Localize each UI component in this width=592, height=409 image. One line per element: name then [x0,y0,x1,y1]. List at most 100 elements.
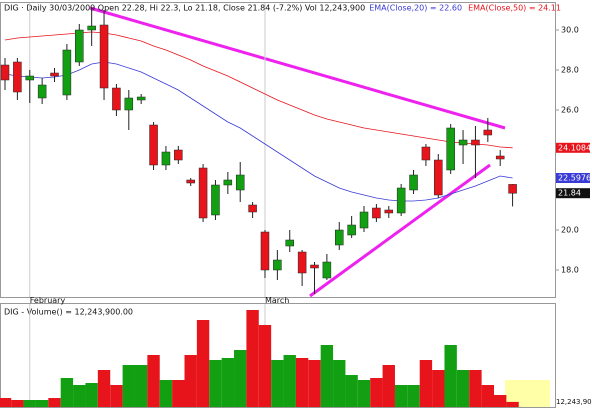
volume-bar [159,380,173,407]
candle-body [75,29,84,63]
legend-entry: EMA(Close,20) = 22.60 [369,4,462,13]
volume-bar [234,350,247,407]
candle-body [0,64,10,81]
volume-header: DIG - Volume() = 12,243,900.00 [4,308,133,317]
volume-bar [382,365,395,407]
volume-bar [0,398,12,407]
y-tick-label: 26.0 [561,106,579,115]
volume-bar [320,345,334,407]
candle-body [112,87,121,111]
last-value-label: 21.84 [558,189,581,198]
candle-body [124,97,134,111]
x-tick-label: March [265,296,289,305]
candle-body [495,155,505,160]
volume-bar [345,375,358,407]
candle-body [161,151,171,166]
candle-body [434,159,443,196]
volume-bar [469,370,482,407]
candle-body [508,184,517,194]
candle-body [260,231,270,271]
volume-last-label: 12,243,900 [556,398,592,406]
volume-bar [333,360,346,407]
volume-bar [35,400,49,407]
volume-bar [444,345,457,407]
trendline [309,163,491,298]
candle-body [396,187,406,214]
last-value-box [556,142,590,153]
price-panel [0,2,556,298]
volume-bar [23,400,36,407]
volume-bar [196,320,210,407]
trendline [89,6,506,130]
candle-body [335,229,344,246]
candle-body [37,84,47,99]
candle-body [310,264,319,269]
y-tick-label: 18.0 [561,266,579,275]
volume-bar [295,358,309,407]
volume-bar [357,380,371,407]
ema-line [4,31,513,149]
price-header: DIG · Daily 30/03/2009 Open 22.28, Hi 22… [4,4,365,13]
y-tick-label: 28.0 [561,66,579,75]
candle-body [136,96,146,101]
volume-bar [97,370,111,407]
volume-bar [184,355,197,407]
candle-body [347,224,356,236]
candle-body [186,179,195,184]
volume-bar [221,358,235,407]
volume-bar [246,310,259,407]
volume-bar [134,365,148,407]
volume-bar [506,401,519,407]
candle-body [446,127,455,171]
candle-body [25,75,35,81]
volume-bar [172,380,185,407]
volume-bar [407,385,420,407]
volume-panel [0,303,556,408]
candle-body [458,139,468,146]
candle-body [149,124,158,166]
candle-body [211,184,220,216]
candle-body [87,25,96,31]
volume-bar [122,365,135,407]
candle-body [471,139,480,146]
candle-body [372,207,381,219]
volume-bar [85,383,98,407]
last-value-box [556,188,590,199]
volume-bar [370,378,383,407]
volume-bar [147,355,160,407]
volume-bar [48,398,61,407]
volume-bar [481,385,494,407]
volume-bar [209,360,222,407]
candle-body [99,24,109,89]
candle-body [384,209,394,214]
last-value-box [556,173,590,183]
volume-bar [60,378,74,407]
candle-body [483,129,493,136]
volume-bar [258,325,272,407]
candle-body [273,259,282,271]
volume-bar [432,370,445,407]
candle-body [174,149,183,161]
volume-bar [110,385,123,407]
x-tick-label: February [30,296,66,305]
volume-bar [419,360,433,407]
candle-body [235,174,245,191]
last-value-label: 24.1084 [558,143,591,152]
volume-bar [11,400,24,407]
volume-bar [283,355,296,407]
candle-body [198,167,208,219]
volume-bar [271,360,284,407]
candle-body [421,146,431,161]
volume-bar [308,360,321,407]
ema-line [4,61,513,202]
candle-body [285,239,294,247]
candle-body [359,211,369,229]
candle-body [248,204,257,213]
volume-bar [73,385,86,407]
candle-body [297,251,307,274]
last-value-label: 22.5976 [558,174,591,183]
candle-body [322,261,332,279]
legend-entry: EMA(Close,50) = 24.11 [468,4,561,13]
